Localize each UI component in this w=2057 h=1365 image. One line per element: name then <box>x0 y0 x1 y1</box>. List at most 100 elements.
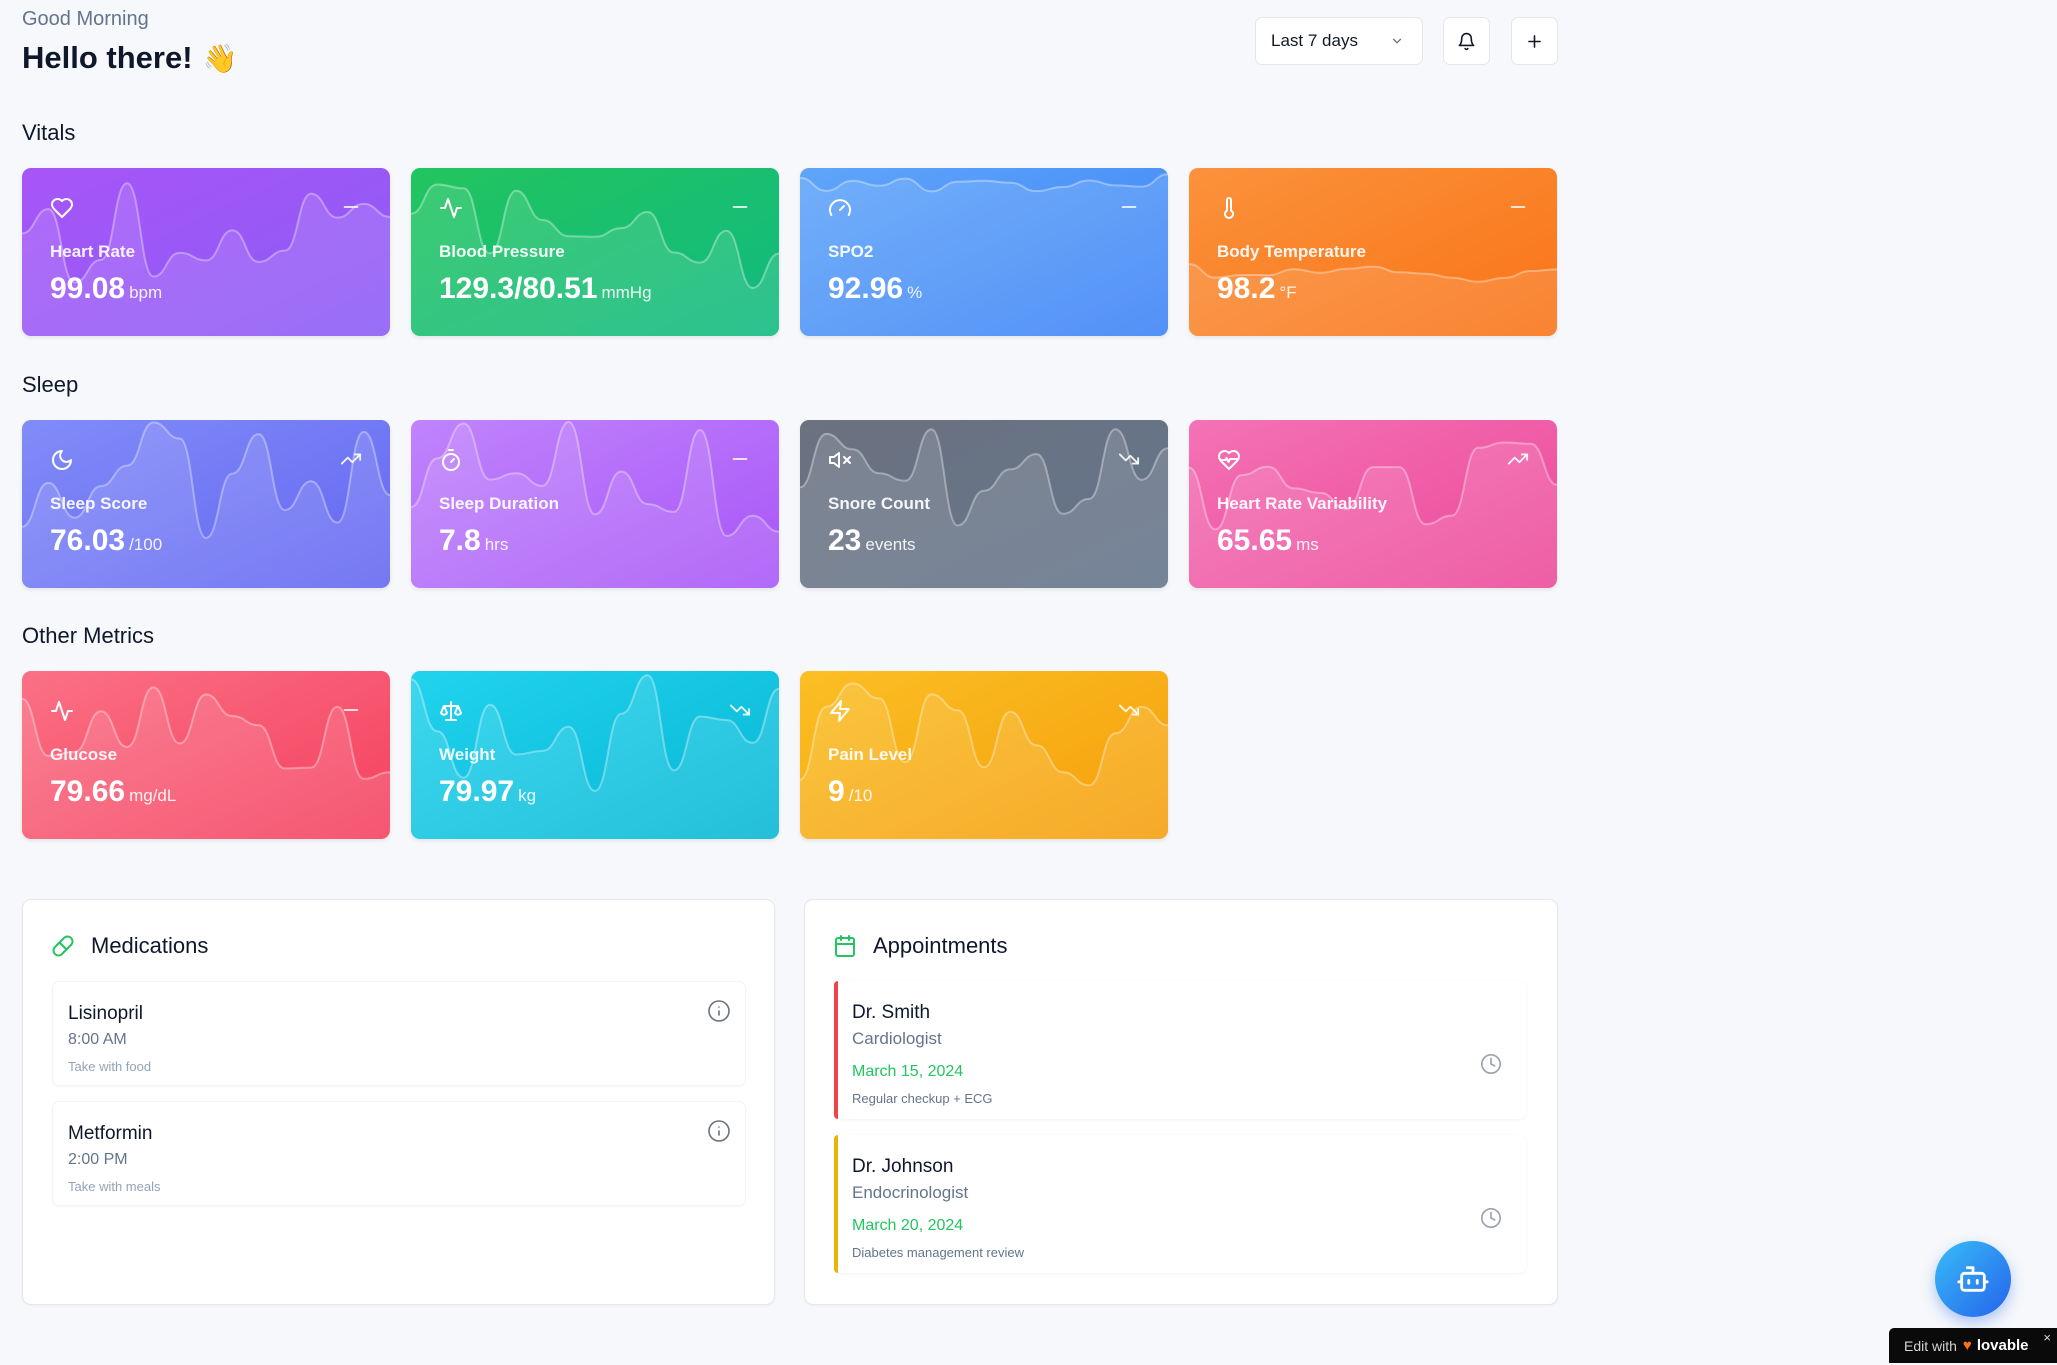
calendar-icon <box>835 935 855 957</box>
metric-value-line: 65.65 ms <box>1217 524 1319 558</box>
timer-icon <box>442 449 460 471</box>
medication-name: Lisinopril <box>68 1003 143 1024</box>
gauge-icon <box>829 199 851 216</box>
metric-label: Weight <box>439 745 496 764</box>
edit-with-label: Edit with <box>1904 1337 1957 1354</box>
medication-time: 8:00 AM <box>68 1031 127 1048</box>
add-metric-button[interactable] <box>1511 17 1558 65</box>
metric-value-line: 7.8 hrs <box>439 524 508 558</box>
zap-icon <box>830 700 850 722</box>
appointment-accent-bar <box>834 1135 838 1273</box>
medications-header: Medications <box>51 933 208 959</box>
metric-card-hrv[interactable]: Heart Rate Variability 65.65 ms <box>1189 420 1557 588</box>
metric-unit: % <box>907 283 923 302</box>
heartpulse-icon <box>1218 450 1240 470</box>
metric-label: Glucose <box>50 745 118 764</box>
title-text: Hello there! <box>22 40 193 75</box>
appointment-description: Regular checkup + ECG <box>852 1091 993 1106</box>
lovable-heart-icon: ♥ <box>1962 1337 1972 1354</box>
metric-value: 79.66 <box>50 775 126 808</box>
metric-card-blood-pressure[interactable]: Blood Pressure 129.3/80.51 mmHg <box>411 168 779 336</box>
assistant-bot-button[interactable] <box>1935 1241 2011 1317</box>
section-title-vitals: Vitals <box>22 120 76 145</box>
metric-card-heart-rate[interactable]: Heart Rate 99.08 bpm <box>22 168 390 336</box>
bell-icon <box>1458 32 1475 50</box>
trend-down-icon <box>1118 453 1140 465</box>
metric-value-line: 92.96% <box>828 272 922 306</box>
metric-label: Snore Count <box>828 494 930 513</box>
info-icon[interactable] <box>707 999 731 1023</box>
medications-title: Medications <box>91 933 209 958</box>
medication-note: Take with meals <box>68 1179 161 1194</box>
appointment-specialty: Endocrinologist <box>852 1183 969 1202</box>
appointment-doctor: Dr. Johnson <box>852 1156 954 1177</box>
appointment-doctor: Dr. Smith <box>852 1002 931 1023</box>
sparkline-background <box>800 168 1168 336</box>
trend-flat-icon <box>1121 206 1137 208</box>
metric-card-pain-level[interactable]: Pain Level 9/10 <box>800 671 1168 839</box>
metric-card-glucose[interactable]: Glucose 79.66 mg/dL <box>22 671 390 839</box>
metric-value: 65.65 <box>1217 524 1293 557</box>
metric-label: Heart Rate <box>50 242 136 261</box>
thermo-icon <box>1224 197 1234 219</box>
metric-unit: mmHg <box>601 283 652 302</box>
appointment-item[interactable]: Dr. Smith Cardiologist March 15, 2024 Re… <box>834 981 1526 1119</box>
metric-value-line: 98.2 °F <box>1217 272 1297 306</box>
metric-card-body-temp[interactable]: Body Temperature 98.2 °F <box>1189 168 1557 336</box>
sparkline-background <box>411 420 779 588</box>
metric-unit: hrs <box>484 535 509 554</box>
trend-up-icon <box>340 453 362 465</box>
chevron-down-icon <box>1392 38 1402 44</box>
metric-label: Blood Pressure <box>439 242 565 261</box>
greeting-subtitle: Good Morning <box>22 8 149 30</box>
metric-card-weight[interactable]: Weight 79.97 kg <box>411 671 779 839</box>
date-range-select[interactable]: Last 7 days <box>1255 17 1423 65</box>
scale-icon <box>440 701 462 721</box>
metric-unit: /100 <box>129 535 163 554</box>
sparkline-background <box>1189 420 1557 588</box>
trend-flat-icon <box>1510 206 1526 208</box>
metric-value-line: 79.66 mg/dL <box>50 775 176 809</box>
clock-icon[interactable] <box>1480 1207 1502 1229</box>
metric-card-snore-count[interactable]: Snore Count 23 events <box>800 420 1168 588</box>
metric-card-spo2[interactable]: SPO2 92.96% <box>800 168 1168 336</box>
trend-down-icon <box>1118 704 1140 716</box>
medication-name: Metformin <box>68 1123 153 1144</box>
sparkline-background <box>22 671 390 839</box>
appointment-specialty: Cardiologist <box>852 1029 942 1048</box>
trend-flat-icon <box>732 206 748 208</box>
metric-card-sleep-duration[interactable]: Sleep Duration 7.8 hrs <box>411 420 779 588</box>
close-icon[interactable]: × <box>2043 1330 2051 1345</box>
trend-flat-icon <box>732 458 748 460</box>
sparkline-background <box>411 168 779 336</box>
info-icon[interactable] <box>707 1119 731 1143</box>
metric-value: 76.03 <box>50 524 126 557</box>
metric-unit: events <box>865 535 916 554</box>
metric-value: 129.3/80.51 <box>439 272 598 305</box>
medication-note: Take with food <box>68 1059 152 1074</box>
appointment-item[interactable]: Dr. Johnson Endocrinologist March 20, 20… <box>834 1135 1526 1273</box>
metric-value-line: 9/10 <box>828 775 872 809</box>
trend-up-icon <box>1507 453 1529 465</box>
section-title-other: Other Metrics <box>22 623 155 648</box>
appointment-date: March 20, 2024 <box>852 1217 964 1234</box>
metric-label: Pain Level <box>828 745 913 764</box>
sparkline-background <box>800 420 1168 588</box>
clock-icon[interactable] <box>1480 1053 1502 1075</box>
sparkline-background <box>1189 168 1557 336</box>
notifications-button[interactable] <box>1443 17 1490 65</box>
medication-item[interactable]: Metformin 2:00 PM Take with meals <box>52 1101 746 1206</box>
sparkline-background <box>22 168 390 336</box>
metric-label: Body Temperature <box>1217 242 1366 261</box>
metric-value-line: 129.3/80.51 mmHg <box>439 272 652 306</box>
metric-unit: mg/dL <box>129 786 177 805</box>
wave-emoji: 👋 <box>202 43 238 74</box>
metric-label: Sleep Duration <box>439 494 559 513</box>
sparkline-background <box>800 671 1168 839</box>
edit-with-lovable-badge[interactable]: Edit with ♥ lovable × <box>1889 1328 2057 1363</box>
metric-unit: /10 <box>848 786 873 805</box>
metric-card-sleep-score[interactable]: Sleep Score 76.03/100 <box>22 420 390 588</box>
metric-label: SPO2 <box>828 242 874 261</box>
sparkline-background <box>22 420 390 588</box>
medication-item[interactable]: Lisinopril 8:00 AM Take with food <box>52 981 746 1086</box>
